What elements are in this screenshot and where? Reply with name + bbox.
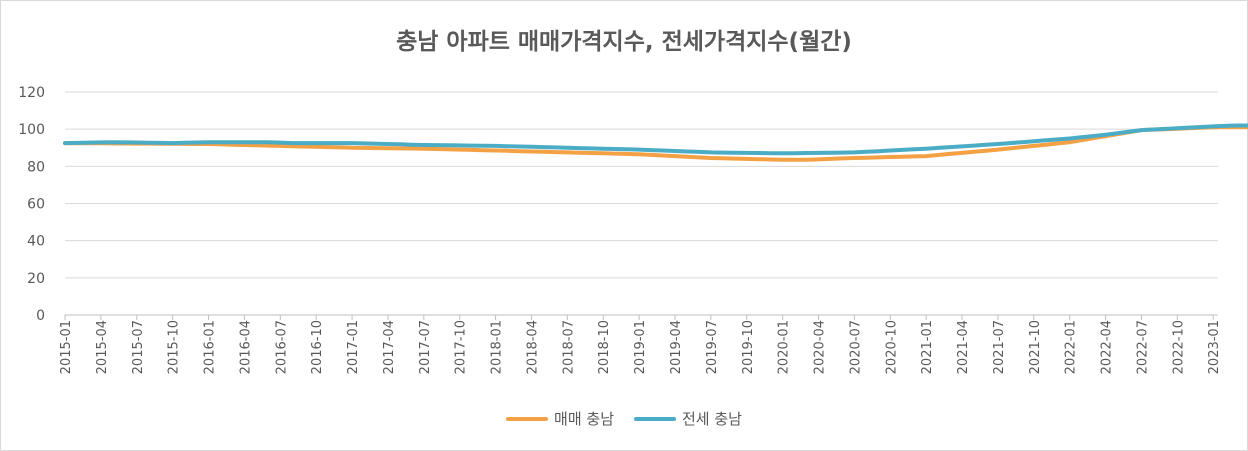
x-tick-label: 2019-07 xyxy=(705,320,720,374)
x-tick-label: 2018-10 xyxy=(597,320,612,374)
series-line-jeonse xyxy=(63,123,1248,156)
x-tick-label: 2015-07 xyxy=(131,320,146,374)
y-tick-label: 120 xyxy=(18,85,45,101)
x-tick-label: 2021-07 xyxy=(992,320,1007,374)
y-tick-label: 100 xyxy=(18,122,45,138)
y-tick-label: 0 xyxy=(36,308,45,324)
x-tick-label: 2021-04 xyxy=(956,320,971,374)
x-tick-label: 2015-10 xyxy=(167,320,182,374)
x-tick-label: 2016-10 xyxy=(310,320,325,374)
chart-legend: 매매 충남 전세 충남 xyxy=(0,408,1248,429)
x-tick-label: 2021-01 xyxy=(920,320,935,374)
x-tick-label: 2022-10 xyxy=(1171,320,1186,374)
x-tick-label: 2022-04 xyxy=(1100,320,1115,374)
x-tick-label: 2020-04 xyxy=(813,320,828,374)
x-tick-label: 2020-07 xyxy=(848,320,863,374)
x-tick-label: 2015-04 xyxy=(95,320,110,374)
y-tick-label: 80 xyxy=(27,159,45,175)
x-tick-label: 2017-01 xyxy=(346,320,361,374)
x-tick-label: 2020-10 xyxy=(884,320,899,374)
legend-item-sale[interactable]: 매매 충남 xyxy=(506,408,614,429)
x-tick-label: 2018-01 xyxy=(490,320,505,374)
x-tick-label: 2018-07 xyxy=(561,320,576,374)
x-tick-label: 2019-10 xyxy=(741,320,756,374)
x-tick-label: 2022-07 xyxy=(1135,320,1150,374)
x-tick-label: 2017-04 xyxy=(382,320,397,374)
legend-label-sale: 매매 충남 xyxy=(554,410,614,428)
x-tick-label: 2023-01 xyxy=(1207,320,1222,374)
x-tick-label: 2018-04 xyxy=(525,320,540,374)
x-tick-label: 2019-01 xyxy=(633,320,648,374)
x-tick-label: 2022-01 xyxy=(1064,320,1079,374)
x-tick-label: 2017-07 xyxy=(418,320,433,374)
y-tick-label: 40 xyxy=(27,234,45,250)
x-tick-label: 2016-04 xyxy=(238,320,253,374)
y-tick-label: 60 xyxy=(27,197,45,213)
x-tick-label: 2021-10 xyxy=(1028,320,1043,374)
legend-swatch-sale xyxy=(506,416,549,421)
x-tick-label: 2015-01 xyxy=(59,320,74,374)
legend-swatch-jeonse xyxy=(634,416,676,421)
y-tick-label: 20 xyxy=(27,271,45,287)
x-tick-label: 2017-10 xyxy=(454,320,469,374)
x-tick-label: 2019-04 xyxy=(669,320,684,374)
legend-item-jeonse[interactable]: 전세 충남 xyxy=(634,408,742,429)
x-tick-label: 2016-07 xyxy=(274,320,289,374)
chart-title: 충남 아파트 매매가격지수, 전세가격지수(월간) xyxy=(396,29,852,55)
x-tick-label: 2020-01 xyxy=(777,320,792,374)
x-tick-label: 2016-01 xyxy=(203,320,218,374)
legend-label-jeonse: 전세 충남 xyxy=(682,410,742,428)
